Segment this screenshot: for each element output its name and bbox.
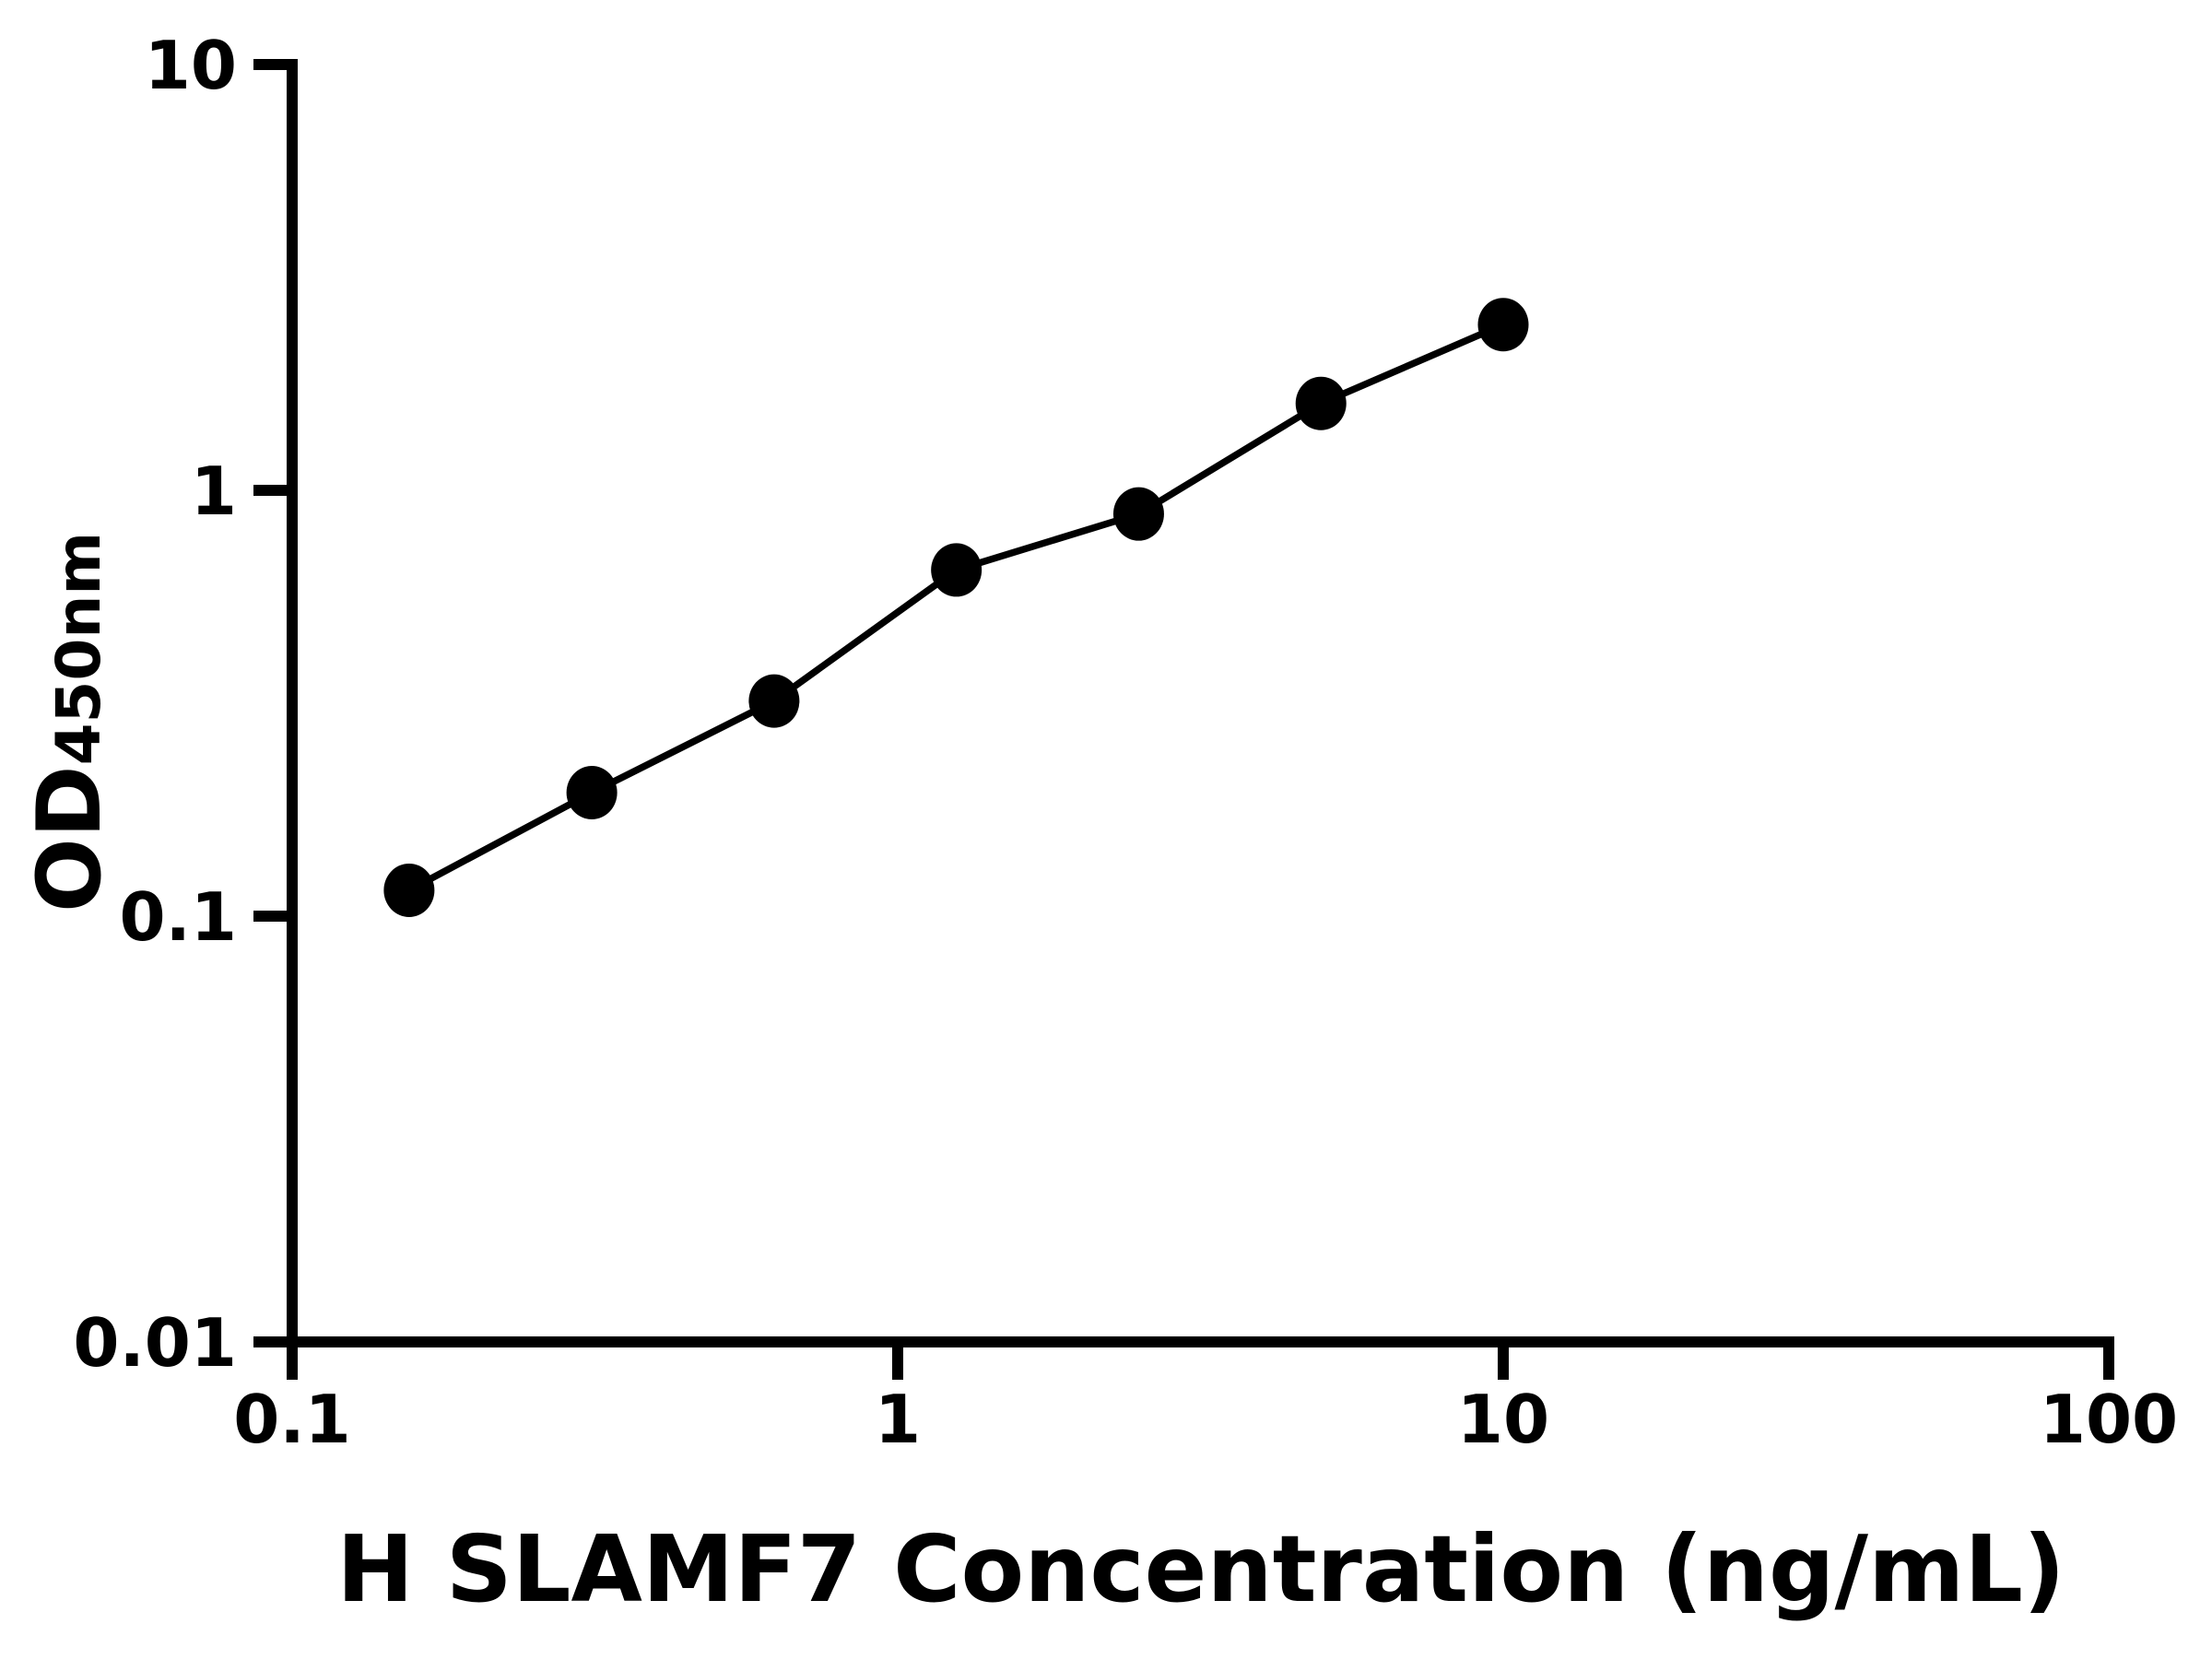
y-tick-label: 10 [145,27,237,104]
data-point-marker [566,766,618,820]
x-axis-title: H SLAMF7 Concentration (ng/mL) [336,1515,2065,1623]
data-point-markers [383,298,1529,917]
x-tick-label: 1 [875,1381,921,1458]
data-point-marker [383,863,435,917]
axes [287,59,2114,1347]
y-axis-title-subscript: 450nm [43,532,114,766]
x-tick-label: 100 [2040,1381,2178,1458]
x-tick-label: 10 [1457,1381,1549,1458]
y-tick-label: 0.01 [73,1304,237,1382]
data-point-marker [1477,298,1529,352]
data-point-marker [748,674,800,728]
y-tick-label: 1 [191,453,237,530]
y-axis-title: OD450nm [19,532,121,912]
data-point-marker [1112,487,1164,541]
y-axis-title-main: OD [19,765,121,912]
data-point-marker [931,543,982,597]
axis-ticks [253,59,2114,1380]
data-point-marker [1295,376,1347,430]
x-tick-label: 0.1 [233,1381,351,1458]
y-tick-label: 0.1 [119,878,237,956]
